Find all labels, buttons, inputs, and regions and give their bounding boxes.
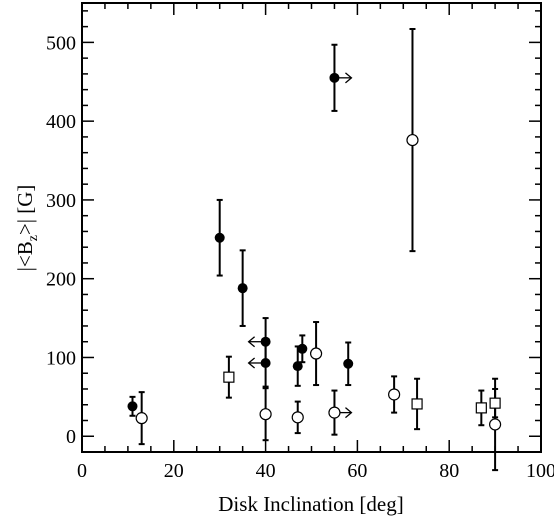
y-axis-label: |<Bz>| [G] [13, 185, 41, 272]
y-tick-label: 500 [46, 32, 76, 54]
data-point-filled-circle [292, 345, 303, 387]
limit-arrow-right [338, 407, 353, 419]
x-tick-label: 0 [77, 460, 87, 482]
marker [135, 412, 148, 425]
y-axis-label-subscript: z [26, 235, 41, 241]
tick-marks [81, 3, 542, 452]
marker [309, 347, 323, 360]
y-tick-label: 200 [46, 269, 76, 291]
data-point-filled-circle [247, 317, 271, 367]
data-point-open-square [223, 355, 235, 399]
marker [291, 411, 304, 424]
marker [237, 283, 248, 294]
data-point-filled-circle [297, 334, 308, 364]
data-point-open-square [489, 387, 501, 419]
limit-arrow-left [247, 357, 262, 369]
data-point-filled-circle [214, 198, 225, 277]
data-point-filled-circle [329, 43, 353, 112]
data-point-open-circle [135, 391, 148, 446]
marker [343, 358, 354, 369]
marker [329, 72, 340, 83]
tick-labels: 0 20 40 60 80 100 0 100 200 300 400 500 [46, 32, 554, 482]
x-tick-label: 20 [164, 460, 184, 482]
x-tick-label: 40 [256, 460, 276, 482]
data-point-open-square [411, 377, 423, 431]
marker [259, 408, 272, 421]
marker [223, 371, 235, 383]
marker [406, 133, 419, 147]
marker [292, 361, 303, 372]
x-tick-label: 80 [439, 460, 459, 482]
y-tick-label: 0 [66, 426, 76, 448]
marker [489, 397, 501, 409]
data-point-open-circle [259, 387, 272, 442]
marker [388, 388, 401, 401]
marker [411, 398, 423, 410]
data-point-filled-circle [127, 395, 138, 417]
data-point-filled-circle [343, 341, 354, 387]
data-point-open-circle [309, 321, 323, 387]
data-point-open-square [475, 389, 487, 427]
data-point-open-circle [328, 389, 353, 436]
data-point-open-circle [388, 375, 401, 414]
data-point-open-circle [406, 27, 419, 253]
limit-arrow-left [247, 336, 262, 348]
y-tick-label: 400 [46, 111, 76, 133]
x-tick-label: 100 [526, 460, 554, 482]
data-points [127, 27, 502, 472]
y-tick-label: 300 [46, 190, 76, 212]
data-point-filled-circle [247, 338, 271, 388]
data-point-open-circle [291, 400, 304, 435]
y-tick-label: 100 [46, 347, 76, 369]
marker [214, 232, 225, 243]
marker [489, 418, 502, 431]
data-point-filled-circle [237, 249, 248, 327]
x-axis-label: Disk Inclination [deg] [218, 492, 403, 516]
marker [127, 401, 138, 412]
marker [475, 402, 487, 414]
marker [297, 343, 308, 354]
x-tick-label: 60 [347, 460, 367, 482]
marker [328, 406, 341, 419]
y-axis-label-prefix: |<B [13, 241, 37, 271]
plot-frame [81, 2, 542, 453]
limit-arrow-right [338, 72, 353, 84]
marker [260, 357, 271, 368]
y-axis-label-suffix: >| [G] [13, 185, 37, 235]
